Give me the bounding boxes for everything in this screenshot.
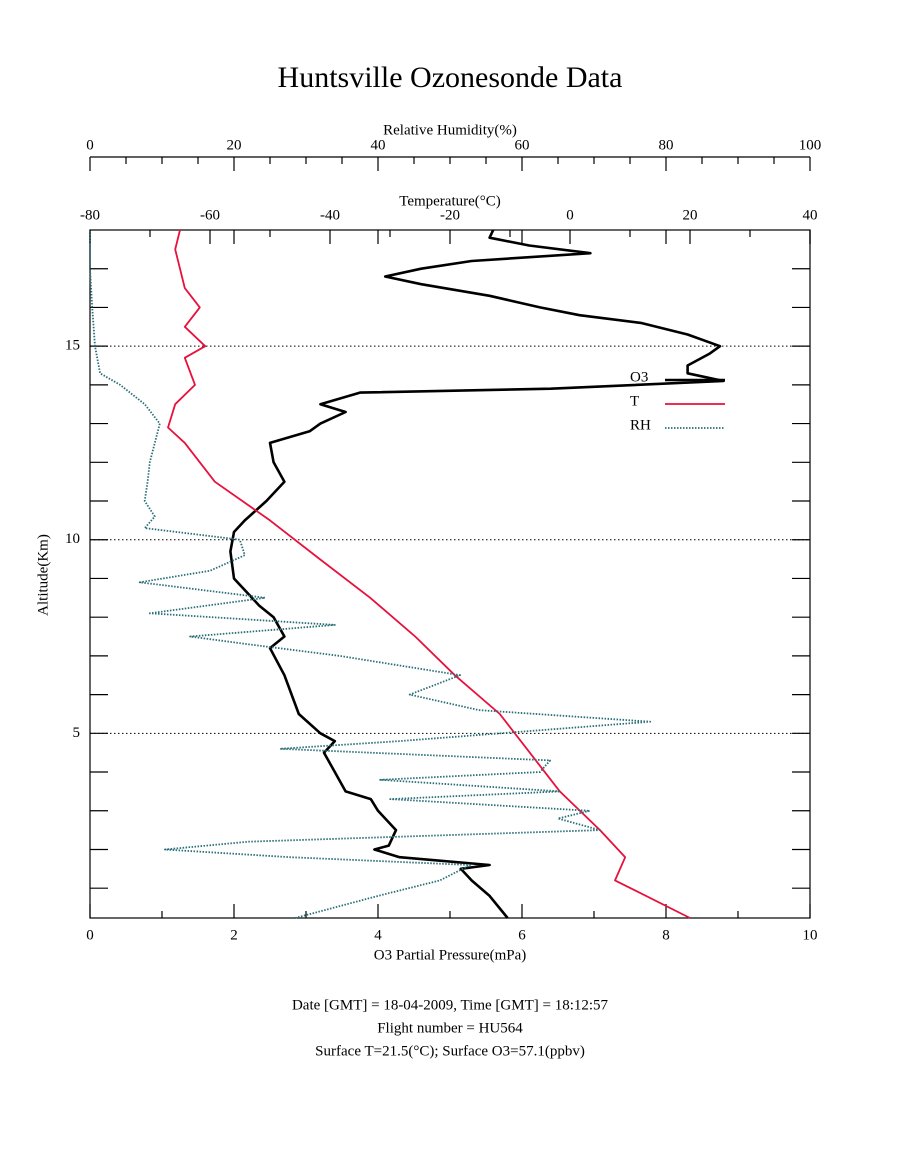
x-tick-label: -80 bbox=[80, 207, 100, 223]
x-tick-label: 8 bbox=[662, 927, 670, 943]
x-tick-label: 0 bbox=[566, 207, 574, 223]
plot-frame bbox=[89, 229, 811, 919]
footer-line: Flight number = HU564 bbox=[377, 1020, 523, 1036]
x-tick-label: 0 bbox=[86, 927, 94, 943]
x-tick-label: -40 bbox=[320, 207, 340, 223]
legend-label: O3 bbox=[630, 369, 648, 385]
x-tick-label: 6 bbox=[518, 927, 526, 943]
y-tick-label: 5 bbox=[73, 725, 81, 741]
x-tick-label: 100 bbox=[799, 137, 822, 153]
x-tick-label: -20 bbox=[440, 207, 460, 223]
x2-axis-label: Temperature(°C) bbox=[399, 193, 501, 209]
y-axis-label: Altitude(Km) bbox=[35, 534, 51, 616]
x-tick-label: 20 bbox=[683, 207, 698, 223]
x-tick-label: 80 bbox=[659, 137, 674, 153]
legend-label: T bbox=[630, 393, 639, 409]
x3-axis-label: Relative Humidity(%) bbox=[383, 122, 517, 138]
x-tick-label: 4 bbox=[374, 927, 382, 943]
x-tick-label: 20 bbox=[227, 137, 242, 153]
x-tick-label: 2 bbox=[230, 927, 238, 943]
profile-line bbox=[167, 229, 691, 919]
profile-line bbox=[89, 230, 652, 919]
x-tick-label: -60 bbox=[200, 207, 220, 223]
y-tick-label: 10 bbox=[65, 531, 80, 547]
x-tick-label: 10 bbox=[803, 927, 818, 943]
footer-line: Date [GMT] = 18-04-2009, Time [GMT] = 18… bbox=[292, 997, 609, 1013]
legend-label: RH bbox=[630, 417, 651, 433]
profile-line bbox=[229, 229, 725, 919]
footer-line: Surface T=21.5(°C); Surface O3=57.1(ppbv… bbox=[315, 1043, 585, 1059]
x-tick-label: 40 bbox=[371, 137, 386, 153]
x-axis-label: O3 Partial Pressure(mPa) bbox=[374, 947, 526, 963]
chart-title: Huntsville Ozonesonde Data bbox=[278, 61, 623, 94]
x-tick-label: 40 bbox=[803, 207, 818, 223]
y-tick-label: 15 bbox=[65, 338, 80, 354]
x-tick-label: 0 bbox=[86, 137, 94, 153]
x-tick-label: 60 bbox=[515, 137, 530, 153]
